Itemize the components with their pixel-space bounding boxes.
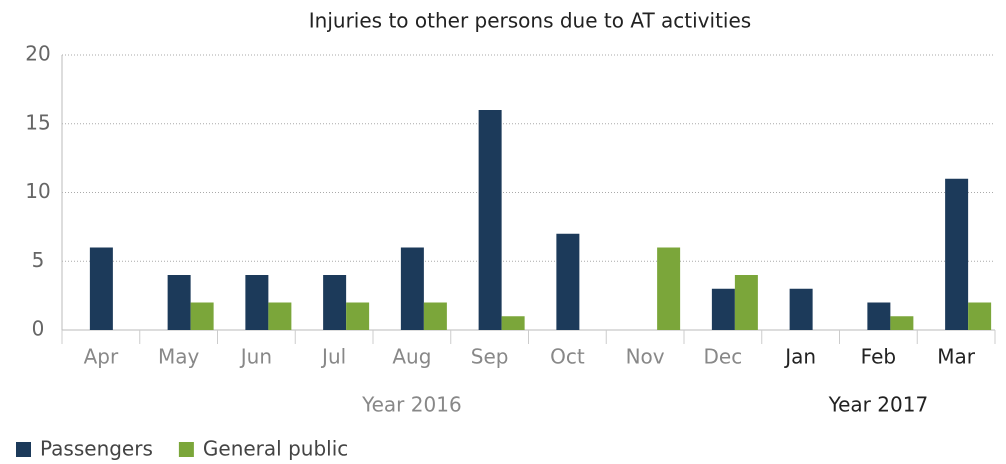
x-tick-label: May xyxy=(158,345,200,369)
x-tick-label: Aug xyxy=(392,345,431,369)
y-tick-label: 5 xyxy=(32,248,45,272)
bar xyxy=(268,302,292,330)
x-tick-label: Jan xyxy=(783,345,816,369)
bar xyxy=(478,110,502,330)
bar xyxy=(867,302,891,330)
bar xyxy=(968,302,992,330)
bar xyxy=(789,288,813,330)
y-tick-label: 20 xyxy=(25,42,50,66)
bar xyxy=(400,247,424,330)
x-tick-label: Mar xyxy=(937,345,976,369)
bar xyxy=(190,302,214,330)
x-tick-label: Dec xyxy=(704,345,743,369)
x-group-label: Year 2017 xyxy=(828,393,929,417)
legend-label: General public xyxy=(203,437,348,461)
legend-swatch xyxy=(16,442,31,457)
bar xyxy=(945,178,969,330)
bar xyxy=(734,275,758,330)
bar xyxy=(890,316,914,330)
bar xyxy=(711,288,735,330)
x-group-label: Year 2016 xyxy=(361,393,462,417)
bar xyxy=(245,275,269,330)
bar xyxy=(657,247,681,330)
bar xyxy=(556,233,580,330)
legend-swatch xyxy=(178,442,194,457)
bar xyxy=(346,302,370,330)
x-tick-label: Sep xyxy=(471,345,509,369)
legend-label: Passengers xyxy=(40,437,153,461)
bar xyxy=(323,275,347,330)
x-tick-label: Jul xyxy=(320,345,346,369)
x-tick-label: Oct xyxy=(550,345,585,369)
bar xyxy=(423,302,447,330)
chart-title: Injuries to other persons due to AT acti… xyxy=(309,9,751,33)
x-tick-label: Apr xyxy=(84,345,119,369)
bar xyxy=(167,275,191,330)
bar xyxy=(89,247,113,330)
bar xyxy=(501,316,525,330)
y-tick-label: 15 xyxy=(25,110,50,134)
x-tick-label: Jun xyxy=(239,345,272,369)
y-tick-label: 10 xyxy=(25,179,50,203)
y-tick-label: 0 xyxy=(32,317,45,341)
x-tick-label: Nov xyxy=(626,345,665,369)
x-tick-label: Feb xyxy=(861,345,896,369)
